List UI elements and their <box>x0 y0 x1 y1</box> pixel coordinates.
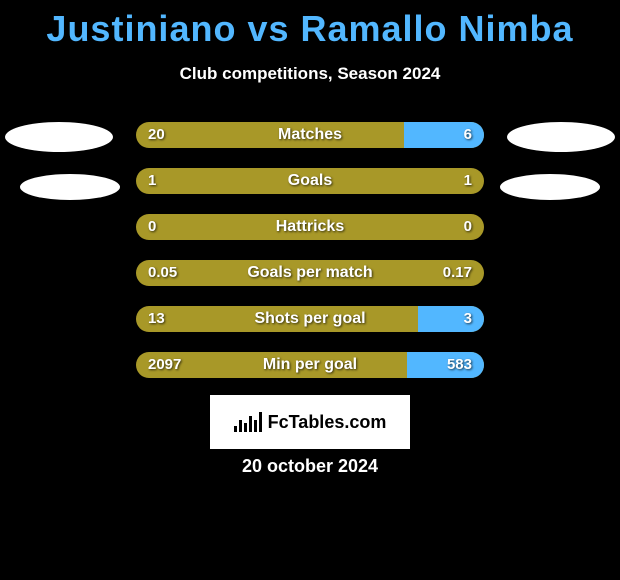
stat-value-right: 0 <box>464 214 472 240</box>
subtitle: Club competitions, Season 2024 <box>0 64 620 84</box>
logo-chart-icon <box>234 412 262 432</box>
page-title: Justiniano vs Ramallo Nimba <box>0 0 620 50</box>
stat-value-right: 3 <box>464 306 472 332</box>
stat-label: Goals per match <box>136 260 484 286</box>
player-left-oval-2 <box>20 174 120 200</box>
logo-box: FcTables.com <box>210 395 410 449</box>
stat-row: 0.05Goals per match0.17 <box>136 260 484 286</box>
stat-row: 20Matches6 <box>136 122 484 148</box>
stat-label: Goals <box>136 168 484 194</box>
stat-value-right: 583 <box>447 352 472 378</box>
stat-row: 0Hattricks0 <box>136 214 484 240</box>
stat-value-right: 1 <box>464 168 472 194</box>
stat-row: 1Goals1 <box>136 168 484 194</box>
stat-row: 13Shots per goal3 <box>136 306 484 332</box>
stat-value-right: 6 <box>464 122 472 148</box>
player-left-oval-1 <box>5 122 113 152</box>
stat-value-right: 0.17 <box>443 260 472 286</box>
player-right-oval-2 <box>500 174 600 200</box>
logo-text: FcTables.com <box>268 412 387 433</box>
stat-label: Min per goal <box>136 352 484 378</box>
stat-row: 2097Min per goal583 <box>136 352 484 378</box>
stat-label: Matches <box>136 122 484 148</box>
stat-label: Shots per goal <box>136 306 484 332</box>
date-label: 20 october 2024 <box>0 456 620 477</box>
stat-label: Hattricks <box>136 214 484 240</box>
bars-container: 20Matches6 1Goals1 0Hattricks0 0.05Goals pe… <box>136 122 484 398</box>
player-right-oval-1 <box>507 122 615 152</box>
